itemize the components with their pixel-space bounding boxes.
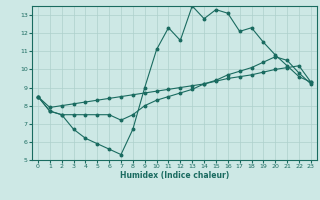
X-axis label: Humidex (Indice chaleur): Humidex (Indice chaleur) bbox=[120, 171, 229, 180]
